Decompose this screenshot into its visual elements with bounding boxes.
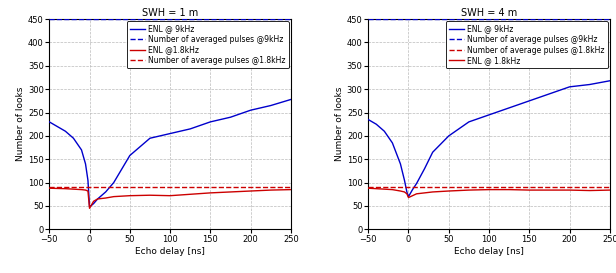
Legend: ENL @ 9kHz, Number of averaged pulses @9kHz, ENL @1.8kHz, Number of average puls: ENL @ 9kHz, Number of averaged pulses @9… (127, 21, 289, 68)
X-axis label: Echo delay [ns]: Echo delay [ns] (135, 247, 205, 256)
Legend: ENL @ 9kHz, Number of average pulses @9kHz, Number of average pulses @1.8kHz, EN: ENL @ 9kHz, Number of average pulses @9k… (445, 21, 607, 68)
Y-axis label: Number of looks: Number of looks (335, 87, 344, 161)
Y-axis label: Number of looks: Number of looks (16, 87, 25, 161)
Title: SWH = 1 m: SWH = 1 m (142, 8, 198, 18)
X-axis label: Echo delay [ns]: Echo delay [ns] (454, 247, 524, 256)
Title: SWH = 4 m: SWH = 4 m (461, 8, 517, 18)
